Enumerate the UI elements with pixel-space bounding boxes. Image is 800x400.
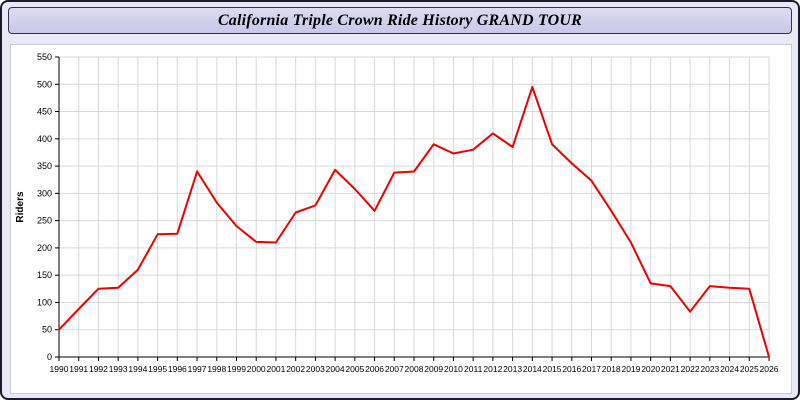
x-tick-label: 2021 xyxy=(661,364,680,374)
page-title: California Triple Crown Ride History GRA… xyxy=(217,11,583,29)
title-bar: California Triple Crown Ride History GRA… xyxy=(8,7,792,34)
x-tick-label: 1997 xyxy=(188,364,207,374)
x-tick-label: 2011 xyxy=(464,364,483,374)
x-tick-label: 1991 xyxy=(69,364,88,374)
x-tick-label: 2023 xyxy=(700,364,719,374)
x-tick-label: 1994 xyxy=(128,364,147,374)
x-tick-label: 2005 xyxy=(345,364,364,374)
y-tick-label: 500 xyxy=(37,79,52,89)
x-tick-label: 2013 xyxy=(503,364,522,374)
y-tick-label: 50 xyxy=(42,325,52,335)
x-tick-label: 2019 xyxy=(621,364,640,374)
y-tick-label: 550 xyxy=(37,52,52,62)
y-tick-label: 400 xyxy=(37,134,52,144)
x-tick-label: 1993 xyxy=(109,364,128,374)
x-tick-label: 2025 xyxy=(740,364,759,374)
x-tick-label: 2026 xyxy=(760,364,779,374)
y-tick-label: 100 xyxy=(37,297,52,307)
x-tick-label: 2014 xyxy=(523,364,542,374)
chart-panel: 0 50 100 150 200 250 300 350 400 450 500 550 1990 199… xyxy=(10,44,792,394)
riders-line-series xyxy=(58,86,770,358)
x-tick-label: 1992 xyxy=(89,364,108,374)
x-tick-label: 2016 xyxy=(562,364,581,374)
x-tick-label: 2008 xyxy=(405,364,424,374)
x-tick-label: 2015 xyxy=(543,364,562,374)
y-tick-label: 200 xyxy=(37,243,52,253)
x-tick-label: 2024 xyxy=(720,364,739,374)
y-tick-label: 150 xyxy=(37,270,52,280)
y-axis-label: Riders xyxy=(15,191,26,223)
y-tick-label: 450 xyxy=(37,107,52,117)
x-tick-label: 1995 xyxy=(148,364,167,374)
y-tick-label: 350 xyxy=(37,161,52,171)
x-tick-label: 1996 xyxy=(168,364,187,374)
x-tick-label: 2003 xyxy=(306,364,325,374)
x-tick-label: 2020 xyxy=(641,364,660,374)
x-tick-label: 2006 xyxy=(365,364,384,374)
x-tick-label: 1999 xyxy=(227,364,246,374)
x-tick-label: 1998 xyxy=(207,364,226,374)
x-tick-label: 2010 xyxy=(444,364,463,374)
y-tick-label: 0 xyxy=(47,352,52,362)
x-tick-label: 2009 xyxy=(424,364,443,374)
x-tick-label: 1990 xyxy=(50,364,69,374)
x-tick-label: 2017 xyxy=(582,364,601,374)
y-tick-label: 300 xyxy=(37,188,52,198)
x-tick-label: 2022 xyxy=(681,364,700,374)
x-tick-label: 2012 xyxy=(483,364,502,374)
y-tick-label: 250 xyxy=(37,216,52,226)
x-tick-label: 2018 xyxy=(602,364,621,374)
x-tick-label: 2000 xyxy=(247,364,266,374)
x-tick-label: 2007 xyxy=(385,364,404,374)
x-tick-label: 2004 xyxy=(326,364,345,374)
x-tick-label: 2001 xyxy=(266,364,285,374)
x-tick-label: 2002 xyxy=(286,364,305,374)
